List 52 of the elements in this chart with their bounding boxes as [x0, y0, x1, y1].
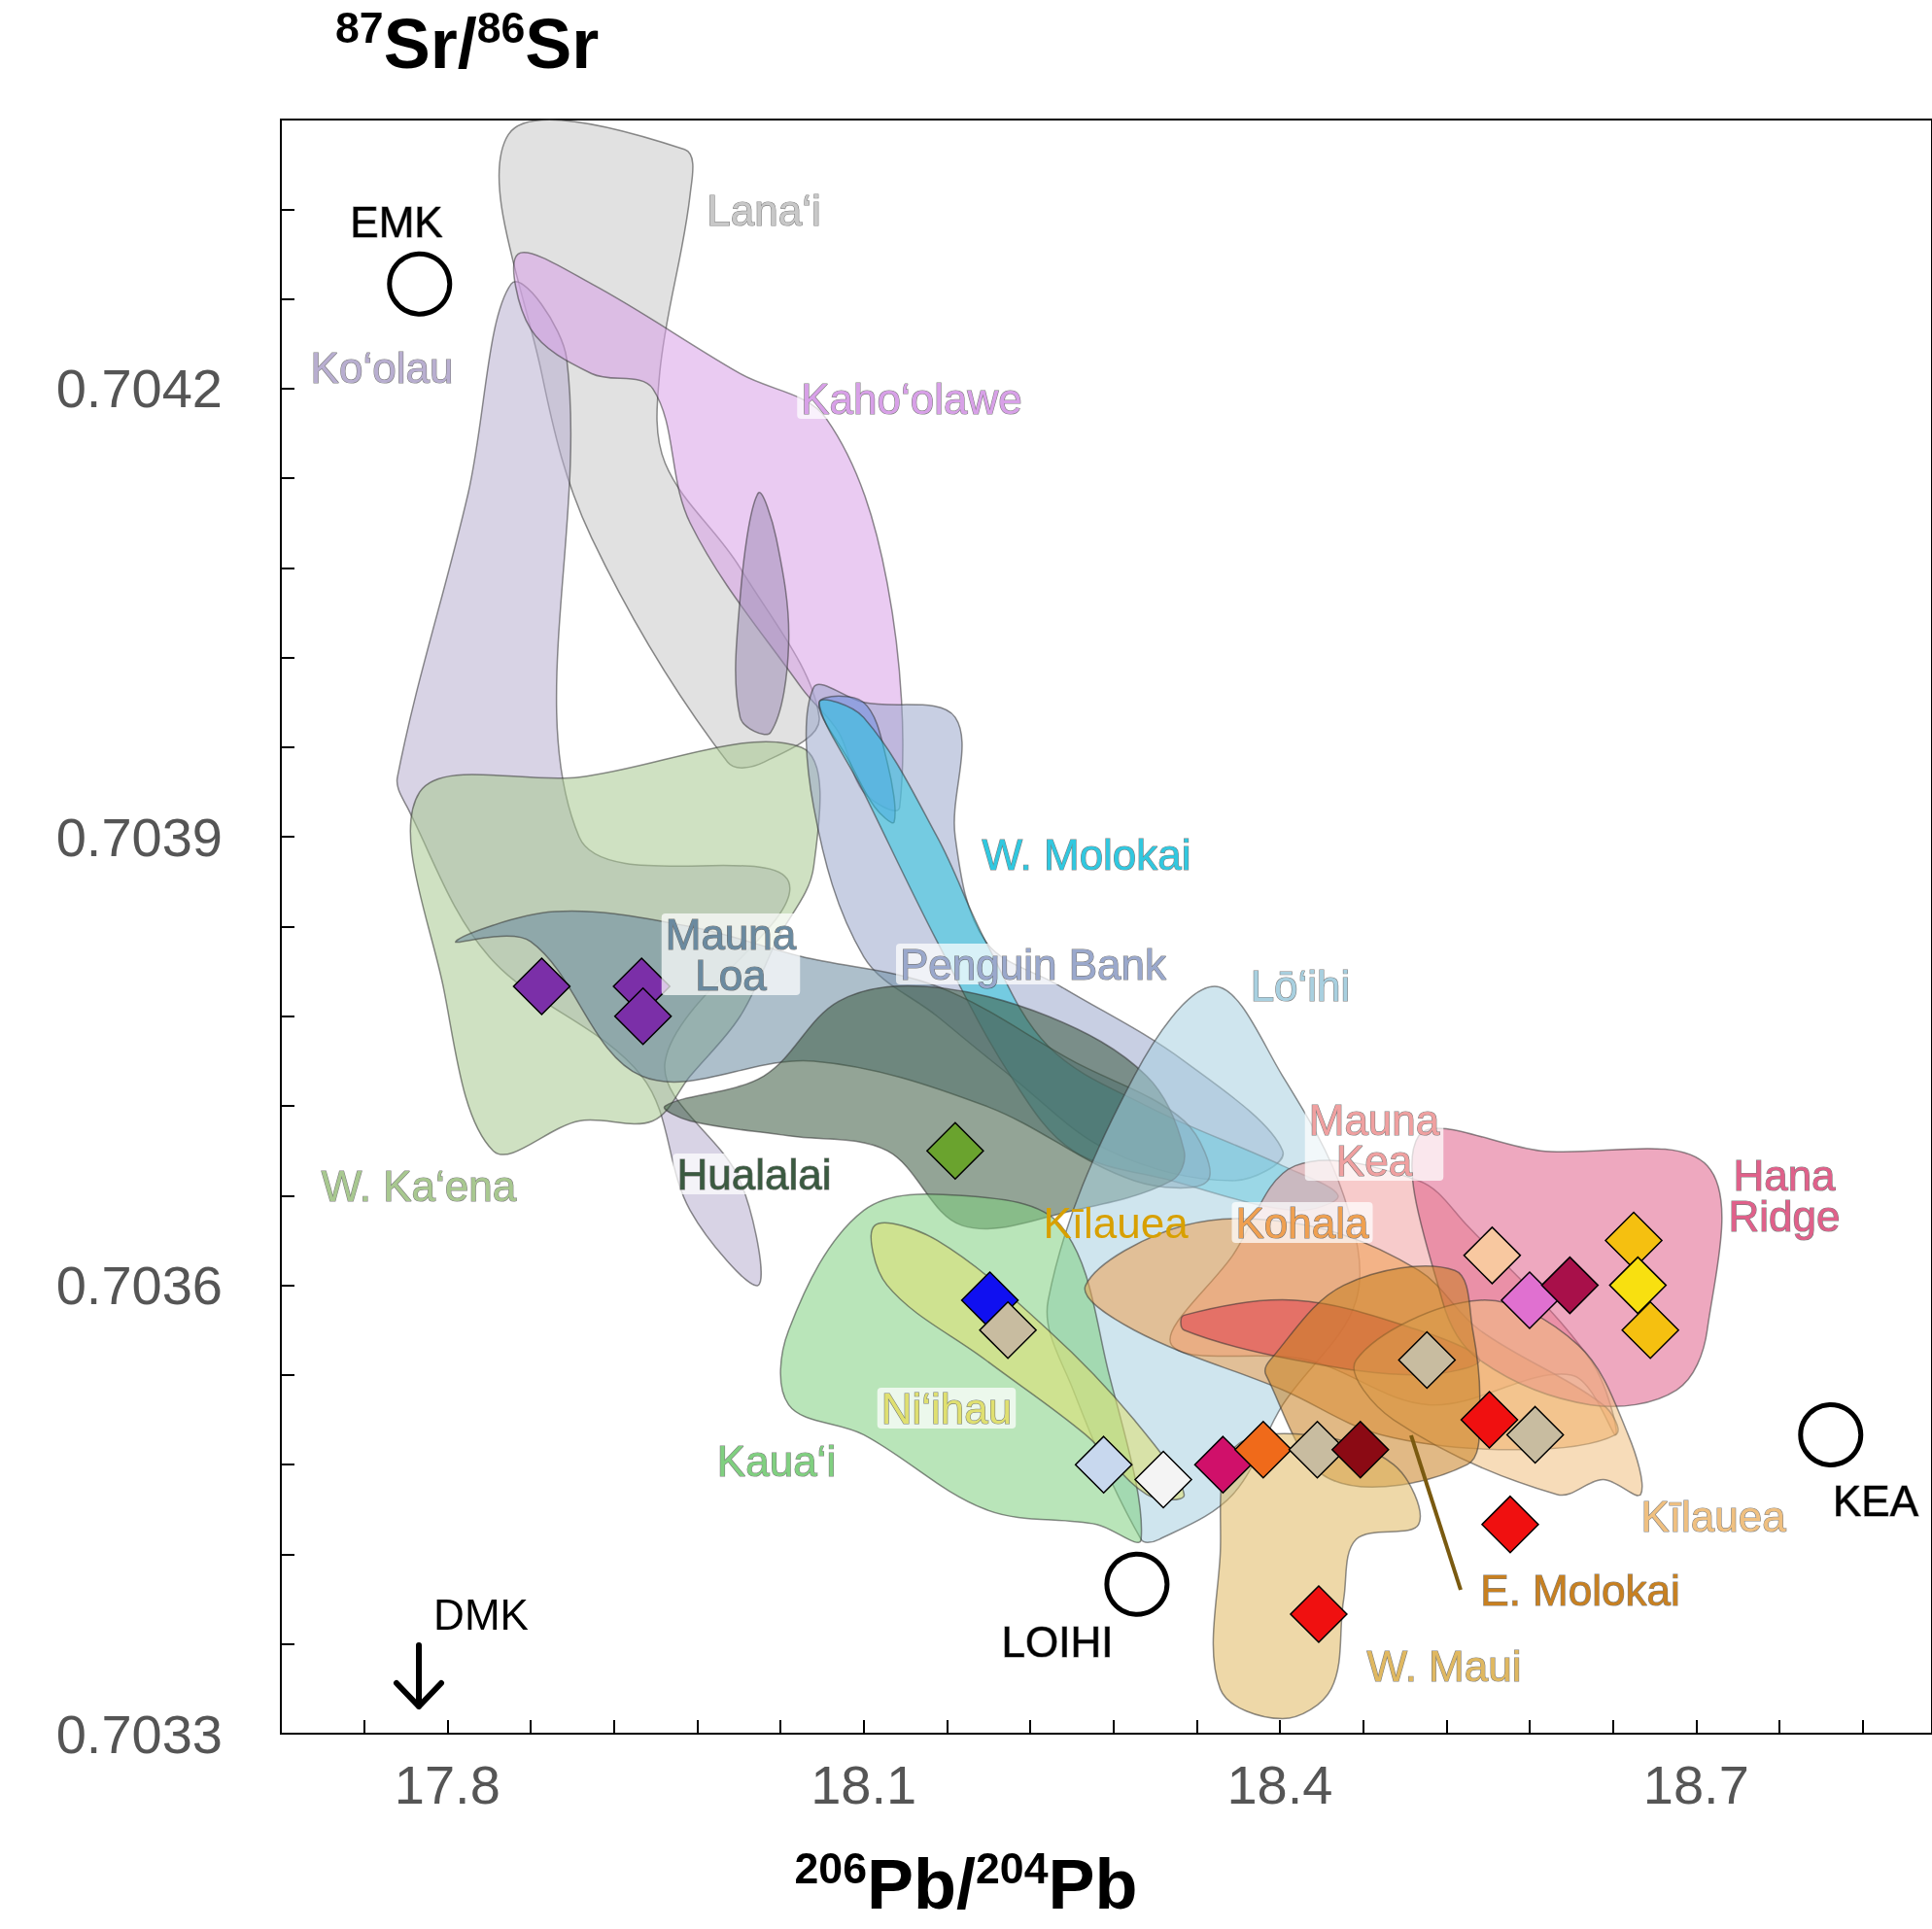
x-tick-label: 18.7	[1642, 1753, 1749, 1815]
point	[613, 987, 673, 1046]
point	[1505, 1405, 1565, 1464]
y-tick-label: 0.7036	[55, 1255, 223, 1317]
series-label: W. Molokai	[982, 830, 1191, 878]
point	[1331, 1421, 1390, 1479]
series-label: Ni‘ihau	[880, 1384, 1013, 1432]
point	[1481, 1495, 1539, 1554]
point	[387, 251, 453, 317]
point	[1621, 1301, 1679, 1360]
point	[1460, 1391, 1519, 1449]
series-label: Mauna Loa	[665, 910, 797, 999]
series-label: W. Ka‘ena	[321, 1161, 517, 1210]
x-tick-label: 17.8	[394, 1753, 500, 1815]
series-label: Mauna Kea	[1308, 1095, 1440, 1185]
point	[1290, 1585, 1348, 1643]
point	[1397, 1330, 1457, 1390]
series-label: Kaho‘olawe	[801, 374, 1022, 423]
series-label: Lana‘i	[707, 186, 821, 234]
point	[1608, 1256, 1668, 1315]
series-label: Penguin Bank	[900, 940, 1167, 988]
series-label: Ko‘olau	[310, 343, 454, 392]
series-label: Kīlauea	[1640, 1492, 1787, 1540]
y-tick-label: 0.7033	[55, 1703, 223, 1765]
point	[1134, 1450, 1192, 1509]
series-label: Kohala	[1235, 1198, 1370, 1247]
point	[926, 1121, 984, 1180]
series-label: Kaua‘i	[716, 1436, 837, 1485]
point	[1540, 1256, 1600, 1315]
y-tick-label: 0.7039	[55, 806, 223, 868]
series-label: Lō‘ihi	[1250, 961, 1351, 1010]
point	[1463, 1226, 1522, 1285]
text: E. Molokai	[1480, 1566, 1680, 1614]
series-label: LOIHI	[1001, 1617, 1114, 1666]
point	[1501, 1271, 1559, 1329]
point	[1074, 1435, 1133, 1494]
point	[512, 957, 571, 1016]
annotation: DMK	[433, 1590, 529, 1638]
series-label: Hana Ridge	[1728, 1151, 1841, 1240]
point	[1234, 1421, 1293, 1479]
series-label: EMK	[350, 197, 443, 246]
point	[979, 1301, 1037, 1360]
annotation: Kīlauea	[1043, 1198, 1190, 1247]
series-label: W. Maui	[1366, 1641, 1522, 1690]
series-label: KEA	[1832, 1476, 1919, 1525]
y-tick-label: 0.7042	[55, 358, 223, 420]
point	[1193, 1435, 1253, 1494]
series-label: Hualalai	[676, 1150, 832, 1198]
point	[1798, 1401, 1864, 1467]
x-tick-label: 18.4	[1226, 1753, 1333, 1815]
x-tick-label: 18.1	[811, 1753, 917, 1815]
point	[1104, 1551, 1170, 1617]
